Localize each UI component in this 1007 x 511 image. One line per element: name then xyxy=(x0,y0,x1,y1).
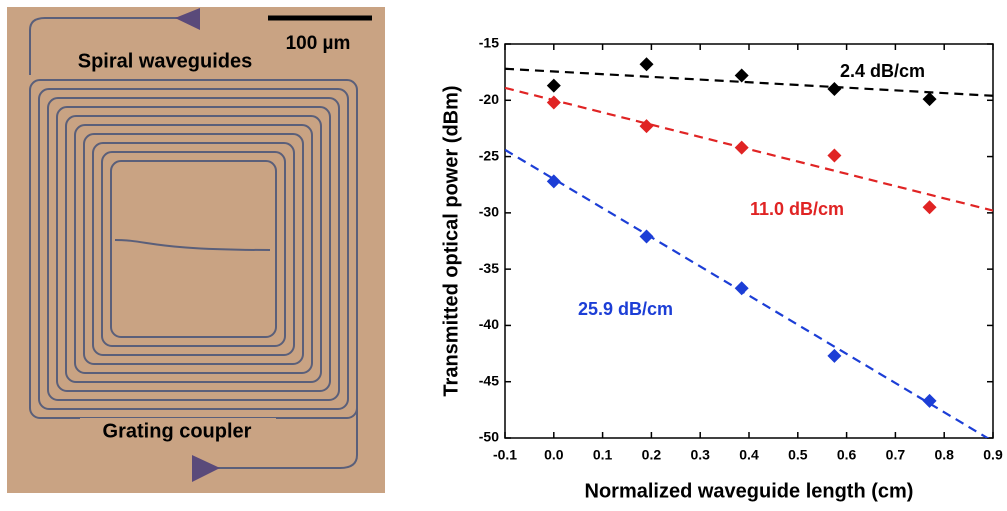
spiral-loop xyxy=(83,133,304,365)
data-point xyxy=(639,119,654,134)
data-point xyxy=(922,200,937,215)
data-point xyxy=(827,82,842,97)
waveguide-in xyxy=(29,17,180,75)
spiral-center xyxy=(114,239,271,251)
x-tick-label: 0.1 xyxy=(593,447,613,463)
x-tick-label: -0.1 xyxy=(493,447,517,463)
spiral-loop xyxy=(92,142,295,356)
fit-line xyxy=(505,148,990,438)
data-point xyxy=(639,229,654,244)
x-tick-label: 0.0 xyxy=(544,447,564,463)
grating-coupler xyxy=(175,8,200,30)
waveguide-out xyxy=(215,400,358,469)
micrograph: 100 µm Spiral waveguides Grating coupler xyxy=(7,7,385,493)
x-tick-label: 0.4 xyxy=(739,447,759,463)
spiral-loop xyxy=(74,124,313,374)
data-point xyxy=(922,92,937,107)
y-tick-label: -15 xyxy=(479,35,499,51)
y-axis-title: Transmitted optical power (dBm) xyxy=(440,85,462,396)
x-tick-label: 0.5 xyxy=(788,447,808,463)
data-point xyxy=(734,281,749,296)
data-point xyxy=(734,68,749,83)
annotation: 2.4 dB/cm xyxy=(840,61,925,81)
x-tick-label: 0.3 xyxy=(690,447,710,463)
spiral-loop xyxy=(65,115,322,383)
y-tick-label: -25 xyxy=(479,147,499,163)
x-tick-label: 0.7 xyxy=(886,447,906,463)
x-tick-label: 0.2 xyxy=(642,447,662,463)
spiral-loop xyxy=(101,151,286,347)
annotation: 11.0 dB/cm xyxy=(750,199,844,219)
label-backdrop xyxy=(80,418,276,446)
y-tick-label: -50 xyxy=(479,429,499,445)
data-point xyxy=(827,348,842,363)
fit-line xyxy=(505,86,993,212)
spiral-loop xyxy=(38,88,349,410)
y-tick-label: -20 xyxy=(479,91,499,107)
data-point xyxy=(546,95,561,110)
x-tick-label: 0.6 xyxy=(837,447,857,463)
data-point xyxy=(546,174,561,189)
fit-line xyxy=(505,67,993,97)
spiral-loop xyxy=(56,106,331,392)
scale-label: 100 µm xyxy=(286,33,351,54)
micrograph-label: Spiral waveguides xyxy=(78,50,253,72)
micrograph-label: Grating coupler xyxy=(103,420,252,442)
y-tick-label: -40 xyxy=(479,316,499,332)
annotation: 25.9 dB/cm xyxy=(578,299,673,319)
data-point xyxy=(922,393,937,408)
label-backdrop xyxy=(52,48,276,76)
x-tick-label: 0.9 xyxy=(983,447,1003,463)
x-axis-title: Normalized waveguide length (cm) xyxy=(585,480,914,502)
spiral-loop xyxy=(47,97,340,401)
data-point xyxy=(734,140,749,155)
spiral-loop xyxy=(110,160,277,338)
x-tick-label: 0.8 xyxy=(934,447,954,463)
data-point xyxy=(827,148,842,163)
plot-frame xyxy=(504,43,994,439)
grating-coupler xyxy=(192,455,220,482)
y-tick-label: -35 xyxy=(479,260,499,276)
spiral xyxy=(29,79,358,419)
data-point xyxy=(639,57,654,72)
data-point xyxy=(546,78,561,93)
y-tick-label: -30 xyxy=(479,204,499,220)
y-tick-label: -45 xyxy=(479,372,499,388)
